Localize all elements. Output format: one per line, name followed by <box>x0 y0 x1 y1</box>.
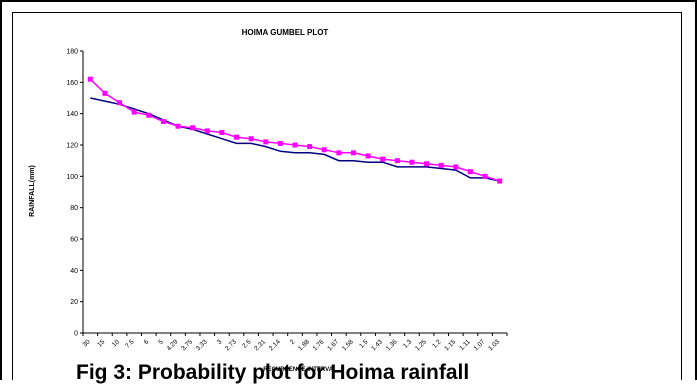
series-2-point <box>160 119 166 124</box>
x-tick-label: 1.67 <box>326 338 340 352</box>
y-tick-label: 140 <box>66 111 78 118</box>
series-2-point <box>131 109 137 115</box>
figure-caption: Fig 3: Probability plot for Hoima rainfa… <box>76 361 470 384</box>
x-tick-label: 7.5 <box>124 338 136 350</box>
x-tick-label: 1.36 <box>385 338 399 352</box>
y-tick-label: 80 <box>70 205 78 212</box>
y-tick-label: 60 <box>70 237 78 244</box>
series-2-line <box>89 78 500 182</box>
series-2-point <box>277 140 283 146</box>
x-tick-label: 1.76 <box>312 338 326 352</box>
x-tick-label: 1.15 <box>443 338 457 352</box>
series-2-point <box>467 169 473 175</box>
x-tick-label: 15 <box>96 338 106 348</box>
y-tick-label: 20 <box>70 299 78 306</box>
series-2-point <box>117 100 123 106</box>
x-tick-label: 1.3 <box>402 338 414 350</box>
y-axis-label: RAINFALL(mm) <box>29 165 36 217</box>
series-2-point <box>87 76 93 82</box>
series-2-point <box>292 142 298 148</box>
x-tick-label: 2.5 <box>241 338 253 350</box>
series-2-point <box>350 150 356 156</box>
series-2-point <box>321 147 327 153</box>
x-tick-label: 4.29 <box>166 338 180 352</box>
x-tick-label: 2.73 <box>224 338 238 352</box>
series-2-point <box>394 158 400 164</box>
x-tick-label: 10 <box>111 338 121 348</box>
x-tick-label: 1.58 <box>341 338 355 352</box>
series-2-point <box>409 159 415 165</box>
series-2-point <box>365 153 371 159</box>
series-2-point <box>307 144 313 150</box>
y-tick-label: 100 <box>66 174 78 181</box>
x-tick-label: 1.03 <box>487 338 501 352</box>
x-tick-label: 1.43 <box>370 338 384 352</box>
x-tick-label: 1.2 <box>431 338 443 350</box>
series-2-point <box>482 173 488 179</box>
series-2-point <box>248 136 254 142</box>
series-2-point <box>424 161 430 167</box>
x-tick-label: 1.25 <box>414 338 428 352</box>
series-2-point <box>146 112 152 118</box>
x-tick-label: 1.5 <box>358 338 370 350</box>
series-2-point <box>453 164 459 170</box>
x-tick-label: 1.11 <box>458 338 472 352</box>
x-tick-label: 2.31 <box>253 338 267 352</box>
x-tick-label: 3 <box>216 338 224 346</box>
y-tick-label: 120 <box>66 143 78 150</box>
x-tick-label: 5 <box>157 338 165 346</box>
x-axis-label: RECURRENCE INTERVAL <box>263 367 337 373</box>
x-tick-label: 6 <box>143 338 151 346</box>
series-2-point <box>190 125 196 131</box>
x-tick-label: 3.75 <box>180 338 194 352</box>
series-2-point <box>102 90 108 96</box>
series-2-point <box>219 129 225 135</box>
x-tick-label: 3.33 <box>195 338 209 352</box>
chart-title: HOIMA GUMBEL PLOT <box>242 28 329 37</box>
x-tick-label: 1.07 <box>473 338 487 352</box>
x-tick-label: 30 <box>82 338 92 348</box>
y-tick-label: 0 <box>74 331 78 338</box>
x-tick-label: 2.14 <box>268 338 282 352</box>
y-tick-label: 40 <box>70 268 78 275</box>
series-2-point <box>175 123 181 129</box>
y-tick-label: 160 <box>66 80 78 87</box>
figure-box <box>12 12 682 380</box>
series-2-point <box>380 156 386 162</box>
x-tick-label: 2 <box>289 338 297 346</box>
series-2-point <box>263 139 269 145</box>
series-2-point <box>336 150 342 156</box>
y-tick-label: 180 <box>66 49 78 56</box>
series-2-point <box>438 162 444 168</box>
x-tick-label: 1.88 <box>297 338 311 352</box>
series-1-line <box>90 97 500 182</box>
series-2-point <box>204 128 210 134</box>
series-2-point <box>234 134 240 140</box>
series-2-point <box>497 178 503 184</box>
